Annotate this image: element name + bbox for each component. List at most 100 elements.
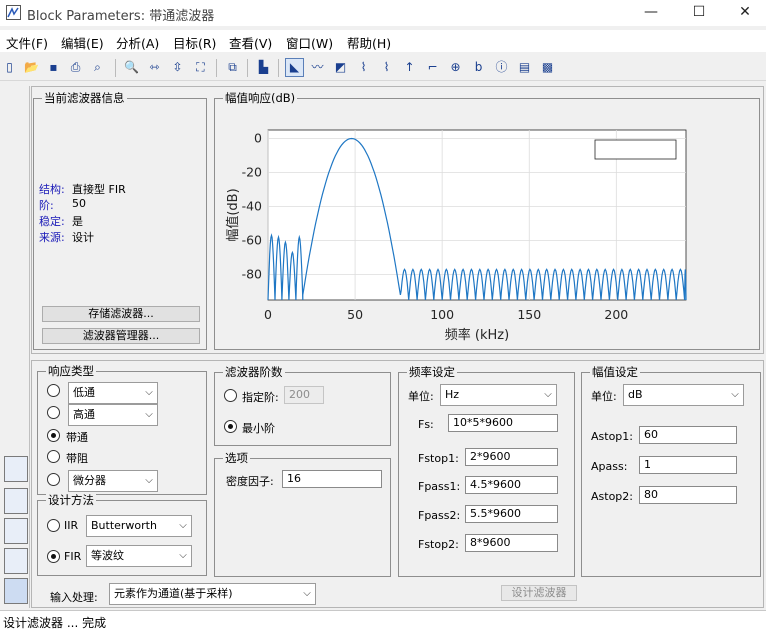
frequency-unit-value: Hz (445, 388, 460, 401)
menu-help[interactable]: 帮助(H) (347, 36, 392, 51)
specify-order-label: 指定阶: (242, 391, 279, 404)
astop1-input[interactable]: 60 (639, 426, 737, 444)
frequency-unit-select[interactable]: Hz ⌵ (440, 384, 557, 406)
fs-input[interactable]: 10*5*9600 (448, 414, 558, 432)
differentiator-radio[interactable] (47, 473, 60, 486)
order-input[interactable]: 200 (284, 386, 324, 404)
fir-method-select[interactable]: 等波纹 ⌵ (86, 545, 192, 567)
apass-input[interactable]: 1 (639, 456, 737, 474)
fstop2-label: Fstop2: (418, 538, 459, 551)
astop2-label: Astop2: (591, 490, 633, 503)
y-tick-labels: 0 -20 -40 -60 -80 (242, 131, 262, 282)
fstop2-input[interactable]: 8*9600 (465, 534, 558, 552)
y-tick-label: -80 (242, 267, 262, 282)
pole-zero-editor-icon[interactable] (4, 518, 28, 544)
chevron-down-icon: ⌵ (145, 409, 153, 420)
step-response-icon[interactable]: ⌐ (427, 60, 438, 74)
zoom-x-icon[interactable]: ⇿ (149, 60, 160, 74)
phase-delay-icon[interactable]: ⌇ (383, 60, 390, 74)
fstop1-input[interactable]: 2*9600 (465, 448, 558, 466)
menu-window[interactable]: 窗口(W) (286, 36, 334, 51)
minimum-order-radio[interactable] (224, 420, 237, 433)
bandstop-label: 带阻 (66, 452, 88, 465)
input-processing-select[interactable]: 元素作为通道(基于采样) ⌵ (109, 583, 316, 605)
y-tick-label: -60 (242, 233, 262, 248)
fir-label: FIR (64, 550, 82, 563)
specify-order-radio[interactable] (224, 389, 237, 402)
print-icon[interactable]: ⎙ (70, 60, 81, 74)
filter-info-icon[interactable]: ⓘ (495, 60, 508, 74)
options-legend: 选项 (223, 451, 250, 465)
fir-radio[interactable] (47, 550, 60, 563)
magnitude-specs-legend: 幅值设定 (590, 365, 640, 379)
iir-method-select[interactable]: Butterworth ⌵ (86, 515, 192, 537)
filter-manager-button[interactable]: 滤波器管理器... (42, 328, 200, 344)
full-view-icon[interactable]: ⛶ (196, 60, 205, 74)
menu-analysis[interactable]: 分析(A) (116, 36, 160, 51)
store-filter-button[interactable]: 存储滤波器... (42, 306, 200, 322)
phase-response-icon[interactable]: 〰 (311, 60, 324, 74)
open-icon[interactable]: 📂 (24, 60, 39, 74)
new-icon[interactable]: ▯ (6, 60, 13, 74)
y-tick-label: 0 (254, 131, 262, 146)
fstop1-label: Fstop1: (418, 452, 459, 465)
magnitude-phase-icon[interactable]: ◩ (334, 60, 347, 74)
magnitude-response-chart: 0 50 100 150 200 0 -20 -40 -60 -80 频率 (kHz) 幅值(d… (225, 129, 687, 343)
current-filter-info: 当前滤波器信息 结构: 直接型 FIR 阶: 50 稳定: 是 来源: 设计 存… (33, 91, 207, 350)
magnitude-estimate-icon[interactable]: ▤ (518, 60, 531, 74)
bandpass-radio[interactable] (47, 429, 60, 442)
iir-radio[interactable] (47, 519, 60, 532)
iir-method-value: Butterworth (91, 519, 157, 532)
round-off-noise-icon[interactable]: ▩ (541, 60, 554, 74)
lowpass-radio[interactable] (47, 384, 60, 397)
differentiator-select[interactable]: 微分器 ⌵ (68, 470, 158, 492)
minimize-button[interactable]: — (644, 4, 658, 20)
source-key: 来源: (39, 231, 65, 244)
chevron-down-icon: ⌵ (731, 389, 739, 400)
create-multirate-icon[interactable] (4, 488, 28, 514)
filter-specs-icon[interactable]: ▙ (258, 60, 269, 74)
menu-edit[interactable]: 编辑(E) (61, 36, 104, 51)
filter-coefficients-icon[interactable]: b (474, 60, 483, 74)
menu-view[interactable]: 查看(V) (229, 36, 273, 51)
magnitude-response-icon[interactable]: ◣ (285, 58, 304, 77)
bandstop-radio[interactable] (47, 450, 60, 463)
differentiator-label: 微分器 (73, 474, 106, 487)
x-tick-label: 0 (264, 307, 272, 322)
magnitude-unit-select[interactable]: dB ⌵ (623, 384, 744, 406)
lowpass-label: 低通 (73, 386, 95, 399)
x-axis-label: 频率 (kHz) (445, 327, 509, 343)
fpass2-input[interactable]: 5.5*9600 (465, 505, 558, 523)
group-delay-icon[interactable]: ⌇ (360, 60, 367, 74)
structure-value: 直接型 FIR (72, 183, 126, 196)
design-filter-icon[interactable] (4, 578, 28, 604)
menu-file[interactable]: 文件(F) (6, 36, 48, 51)
design-method-legend: 设计方法 (46, 493, 96, 507)
menu-targets[interactable]: 目标(R) (173, 36, 217, 51)
filter-order-group: 滤波器阶数 (214, 365, 391, 446)
impulse-response-icon[interactable]: ↑ (404, 60, 415, 74)
zoom-y-icon[interactable]: ⇳ (172, 60, 183, 74)
new-figure-icon[interactable]: ⧉ (228, 60, 237, 74)
x-tick-labels: 0 50 100 150 200 (264, 307, 628, 322)
close-button[interactable]: ✕ (739, 4, 751, 20)
save-icon[interactable]: ▪ (49, 60, 58, 74)
highpass-radio[interactable] (47, 406, 60, 419)
app-icon (6, 5, 21, 20)
transform-filter-icon[interactable] (4, 456, 28, 482)
import-filter-icon[interactable] (4, 548, 28, 574)
lowpass-select[interactable]: 低通 ⌵ (68, 382, 158, 404)
fpass1-input[interactable]: 4.5*9600 (465, 476, 558, 494)
design-filter-button[interactable]: 设计滤波器 (501, 585, 577, 601)
response-line (267, 137, 687, 301)
frequency-unit-label: 单位: (408, 390, 434, 403)
print-preview-icon[interactable]: ⌕ (94, 60, 101, 74)
zoom-in-icon[interactable]: 🔍 (124, 60, 139, 74)
highpass-select[interactable]: 高通 ⌵ (68, 404, 158, 426)
pole-zero-icon[interactable]: ⊕ (450, 60, 461, 74)
astop2-input[interactable]: 80 (639, 486, 737, 504)
maximize-button[interactable]: ☐ (692, 4, 706, 20)
frequency-specs-group: 频率设定 (398, 365, 575, 577)
density-factor-input[interactable]: 16 (282, 470, 382, 488)
minimum-order-label: 最小阶 (242, 422, 275, 435)
